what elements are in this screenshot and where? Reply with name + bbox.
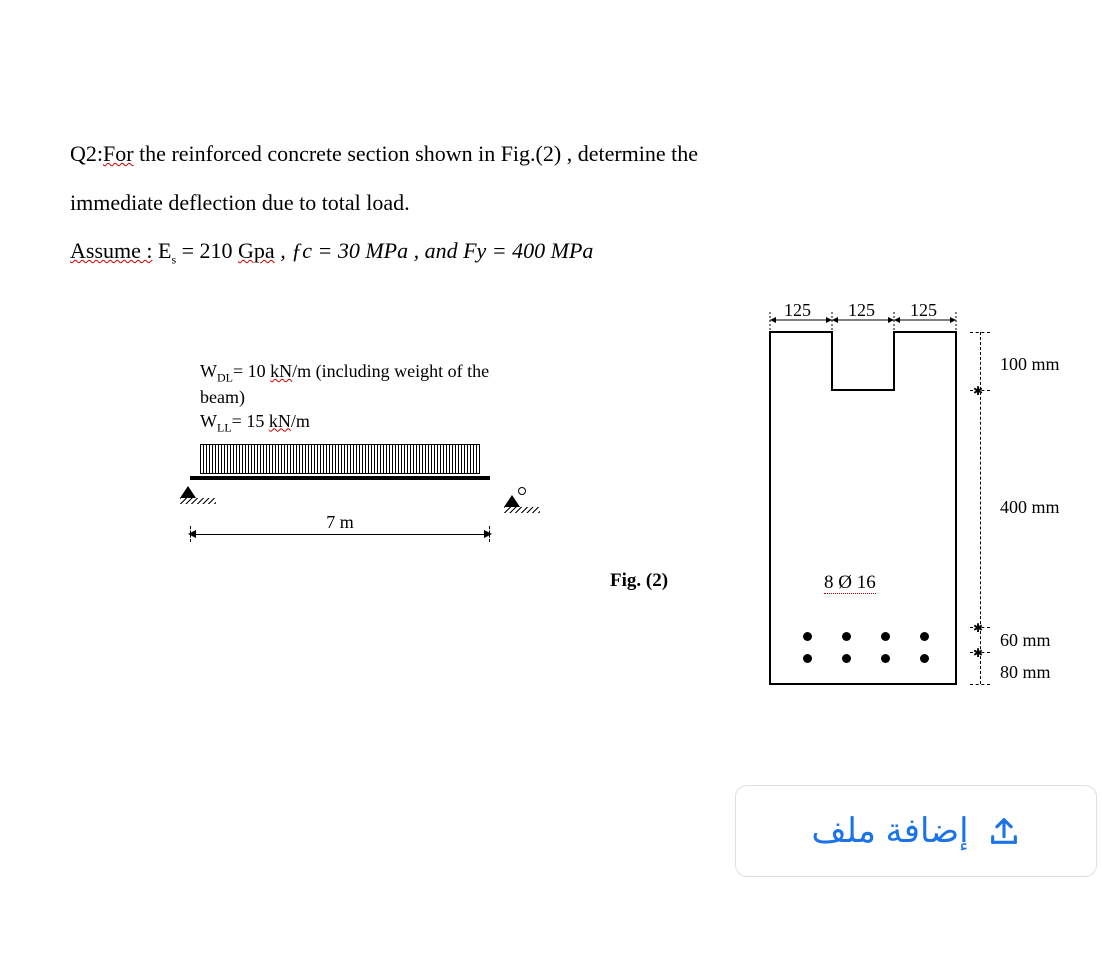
- q-for: For: [103, 141, 134, 166]
- es-eq: = 210: [176, 238, 238, 263]
- q-line-3: Assume : Es = 210 Gpa , ƒc = 30 MPa , an…: [70, 232, 1030, 270]
- roller-support-right: [504, 486, 540, 513]
- figure-caption: Fig. (2): [610, 570, 668, 592]
- assume-word: Assume :: [70, 238, 153, 263]
- figure-area: WDL= 10 kN/m (including weight of the be…: [70, 300, 1070, 700]
- dim-80: 80 mm: [1000, 662, 1051, 683]
- add-file-button[interactable]: إضافة ملف: [735, 785, 1097, 877]
- dim-400: 400 mm: [1000, 497, 1060, 518]
- beam-diagram: WDL= 10 kN/m (including weight of the be…: [200, 360, 520, 480]
- rebar-row-1: [788, 628, 944, 646]
- rebar-label: 8 Ø 16: [824, 572, 876, 594]
- q-line1-rest: the reinforced concrete section shown in…: [134, 141, 698, 166]
- q-line-2: immediate deflection due to total load.: [70, 184, 1030, 221]
- distributed-load-icon: [200, 444, 480, 474]
- top-dimensions: 125 125 125: [770, 300, 960, 320]
- load-text: WDL= 10 kN/m (including weight of the be…: [200, 360, 520, 436]
- rebar-row-2: [788, 650, 944, 668]
- gpa: Gpa: [238, 238, 275, 263]
- beam-line: [190, 476, 490, 480]
- q-line-1: Q2:For the reinforced concrete section s…: [70, 135, 1030, 172]
- es-label: E: [153, 238, 172, 263]
- cross-section: 125 125 125: [770, 300, 1102, 700]
- span-dimension: 7 m: [190, 522, 490, 546]
- fc-part: , ƒc = 30 MPa , and Fy = 400 MPa: [275, 238, 594, 263]
- pin-support-left: [180, 486, 216, 504]
- span-label: 7 m: [190, 512, 490, 533]
- question-block: Q2:For the reinforced concrete section s…: [70, 135, 1030, 270]
- add-file-label: إضافة ملف: [811, 811, 968, 851]
- q-prefix: Q2:: [70, 141, 103, 166]
- dim-100: 100 mm: [1000, 354, 1060, 375]
- upload-icon: [987, 814, 1021, 848]
- dim-60: 60 mm: [1000, 630, 1051, 651]
